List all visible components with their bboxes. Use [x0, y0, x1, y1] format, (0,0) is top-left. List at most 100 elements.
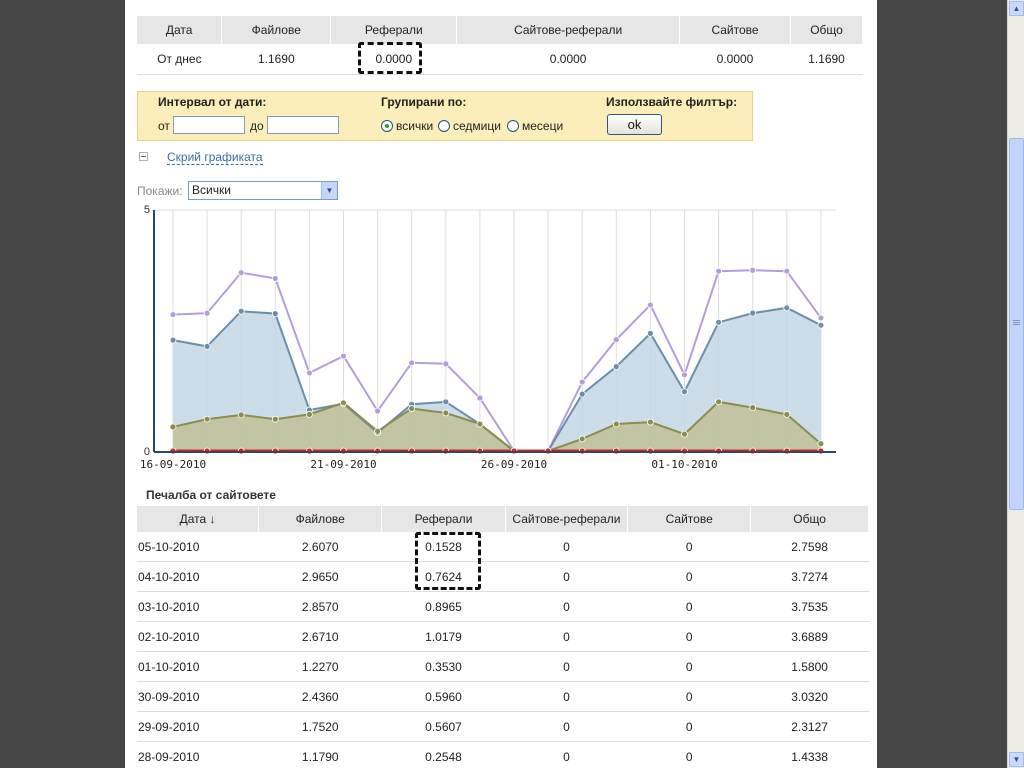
table-row: 28-09-2010 1.1790 0.2548 0 0 1.4338: [137, 741, 869, 768]
series-2-area: [173, 401, 821, 451]
series-0-point: [271, 275, 279, 282]
scrollbar-thumb[interactable]: [1009, 138, 1024, 510]
series-0-point: [340, 352, 347, 360]
cell-referrals: 0.8965: [381, 591, 506, 622]
series-2-point: [681, 430, 688, 438]
grip-line: [1013, 322, 1020, 323]
collapse-minus-icon[interactable]: [139, 152, 148, 161]
radio-all-label[interactable]: всички: [396, 119, 434, 133]
table-row: 29-09-2010 1.7520 0.5607 0 0 2.3127: [137, 711, 869, 742]
highlight-box: [357, 42, 422, 74]
date-to-input[interactable]: [267, 116, 339, 134]
series-2-point: [169, 423, 177, 431]
cell-site-referrals: 0: [505, 561, 628, 592]
show-select-value: Всички: [192, 183, 231, 197]
series-2-point: [476, 420, 484, 428]
cell-sites: 0: [627, 621, 751, 652]
earnings-table: Дата ↓ Файлове Реферали Сайтове-реферали…: [137, 506, 869, 768]
cell-sites: 0: [627, 532, 751, 562]
scroll-up-icon[interactable]: ▲: [1009, 1, 1024, 16]
rows-highlight-box: [415, 532, 481, 590]
summary-cell-date: От днес: [137, 44, 222, 75]
cell-site-referrals: 0: [505, 591, 628, 622]
cell-files: 1.2270: [258, 651, 382, 682]
cell-site-referrals: 0: [505, 741, 628, 768]
table-row: 05-10-2010 2.6070 0.1528 0 0 2.7598: [137, 532, 869, 562]
radio-weeks[interactable]: [438, 120, 450, 132]
summary-col-files: Файлове: [221, 16, 332, 44]
series-0-point: [647, 301, 654, 309]
table-row: 30-09-2010 2.4360 0.5960 0 0 3.0320: [137, 681, 869, 712]
table-row: 02-10-2010 2.6710 1.0179 0 0 3.6889: [137, 621, 869, 652]
earnings-col-site-referrals[interactable]: Сайтове-реферали: [505, 506, 629, 532]
earnings-col-sites[interactable]: Сайтове: [627, 506, 752, 532]
summary-col-total: Общо: [790, 16, 863, 44]
summary-col-sites: Сайтове: [679, 16, 792, 44]
series-2-point: [715, 398, 722, 406]
cell-files: 2.6070: [258, 532, 382, 562]
summary-cell-referrals: 0.0000: [330, 42, 457, 75]
x-tick-label: 01-10-2010: [651, 458, 717, 471]
grip-line: [1013, 324, 1020, 325]
earnings-col-total[interactable]: Общо: [750, 506, 869, 532]
radio-months[interactable]: [507, 120, 519, 132]
vertical-scrollbar[interactable]: ▲ ▼: [1007, 0, 1024, 768]
show-label: Покажи:: [137, 184, 183, 198]
series-0-point: [749, 266, 757, 274]
earnings-chart: 5 016-09-2010 21-09-2010 26-09-2010 01-10-20…: [140, 204, 836, 471]
series-2-point: [442, 409, 450, 417]
series-1-point: [237, 307, 245, 315]
series-2-point: [408, 405, 416, 412]
ok-button[interactable]: ok: [607, 114, 662, 135]
cell-total: 1.4338: [750, 741, 869, 768]
cell-files: 1.1790: [258, 741, 382, 768]
radio-weeks-label[interactable]: седмици: [453, 119, 501, 133]
series-2-point: [578, 435, 586, 443]
cell-referrals: 0.7624: [381, 561, 506, 592]
series-2-point: [340, 399, 347, 407]
series-1-point: [442, 398, 450, 406]
series-0-point: [783, 267, 791, 275]
cell-date: 03-10-2010: [137, 591, 259, 622]
series-0-point: [374, 407, 382, 415]
cell-total: 1.5800: [750, 651, 869, 682]
earnings-col-referrals[interactable]: Реферали: [381, 506, 506, 532]
show-select[interactable]: Всички ▼: [188, 181, 338, 200]
series-2-point: [305, 410, 313, 418]
cell-date: 04-10-2010: [137, 561, 259, 592]
series-0-point: [169, 311, 177, 318]
scroll-down-icon[interactable]: ▼: [1009, 752, 1024, 767]
date-from-input[interactable]: [173, 116, 245, 134]
table-row: 01-10-2010 1.2270 0.3530 0 0 1.5800: [137, 651, 869, 682]
series-1-point: [612, 363, 620, 371]
cell-date: 30-09-2010: [137, 681, 259, 712]
series-2-point: [647, 418, 654, 426]
x-tick-label: 21-09-2010: [310, 458, 376, 471]
summary-row: От днес 1.1690 0.0000 0.0000 0.0000 1.16…: [137, 42, 863, 75]
cell-total: 3.0320: [750, 681, 869, 712]
summary-col-date: Дата: [137, 16, 223, 44]
earnings-col-files[interactable]: Файлове: [258, 506, 383, 532]
table-row: 04-10-2010 2.9650 0.7624 0 0 3.7274: [137, 561, 869, 592]
series-1-point: [749, 309, 757, 317]
radio-all[interactable]: [381, 120, 393, 132]
summary-header-row: Дата Файлове Реферали Сайтове-реферали С…: [137, 16, 863, 44]
chevron-down-icon[interactable]: ▼: [321, 182, 337, 199]
hide-chart-link[interactable]: Скрий графиката: [167, 150, 263, 165]
series-2-line: [172, 400, 822, 452]
cell-site-referrals: 0: [505, 532, 628, 562]
series-1-point: [578, 390, 586, 398]
cell-date: 02-10-2010: [137, 621, 259, 652]
summary-col-site-referrals: Сайтове-реферали: [456, 16, 680, 44]
series-0-point: [681, 371, 688, 379]
series-0-point: [578, 378, 586, 386]
series-0-point: [408, 359, 416, 367]
cell-referrals: 0.1528: [381, 532, 506, 562]
earnings-col-date[interactable]: Дата ↓: [137, 506, 260, 532]
use-filter-title: Използвайте филтър:: [606, 95, 738, 109]
series-1-point: [169, 336, 177, 344]
radio-months-label[interactable]: месеци: [522, 119, 564, 133]
series-0-point: [203, 309, 211, 317]
summary-cell-total: 1.1690: [790, 44, 863, 75]
from-label: от: [158, 119, 170, 133]
